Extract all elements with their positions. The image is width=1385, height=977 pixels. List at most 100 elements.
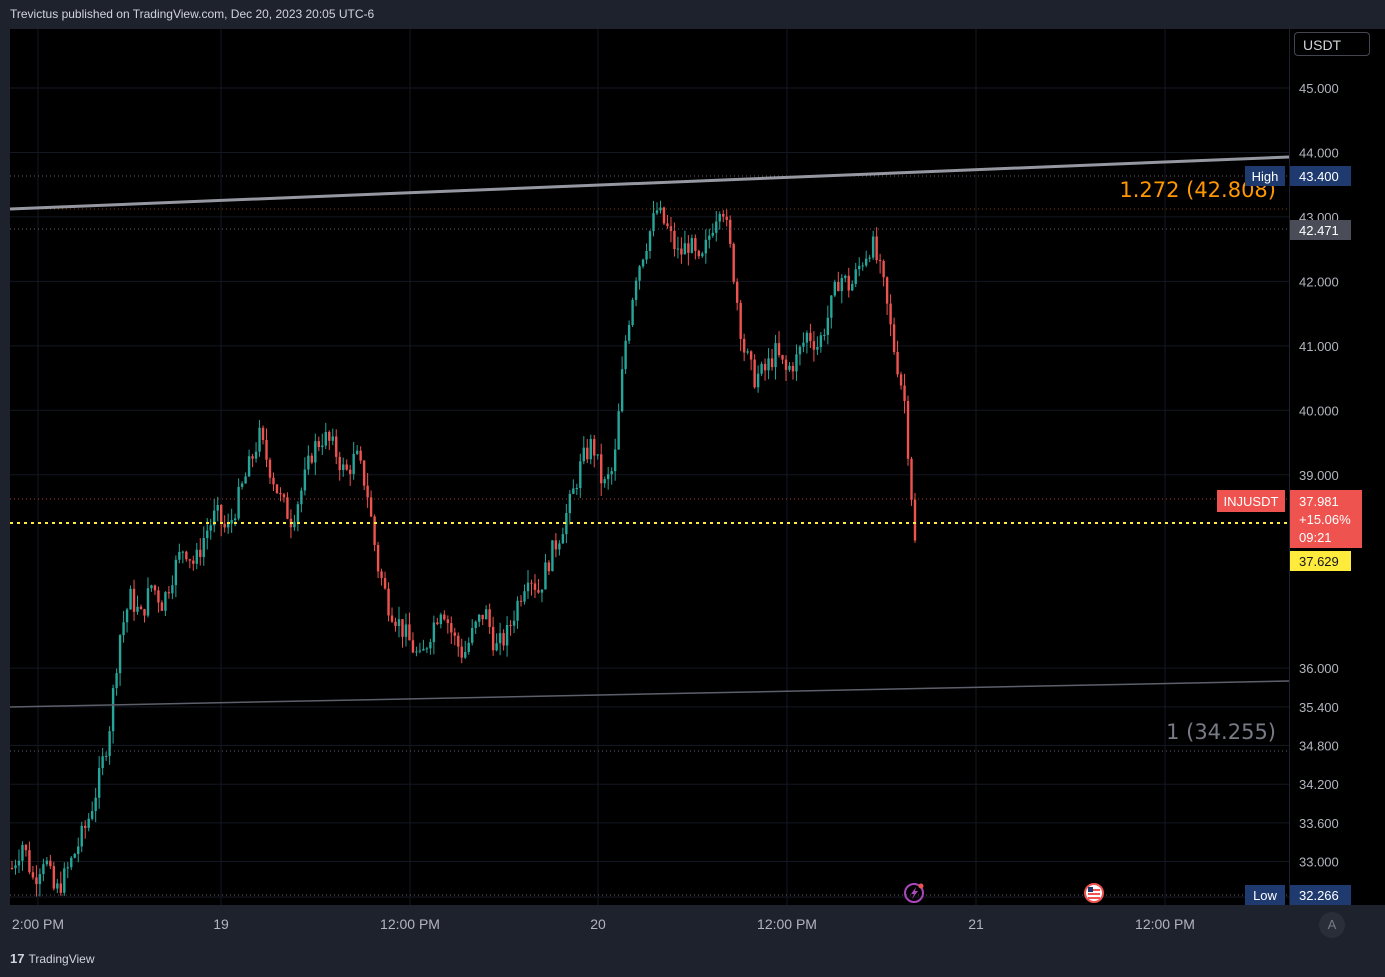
candle-body <box>432 622 436 643</box>
candle-body <box>31 872 35 878</box>
candle-body <box>453 632 456 636</box>
candle-body <box>659 207 662 211</box>
candle-body <box>627 325 631 341</box>
candle-body <box>14 865 17 869</box>
price-tick: 39.000 <box>1299 468 1339 483</box>
candle-body <box>307 455 310 470</box>
candle-body <box>272 477 275 485</box>
candle-body <box>240 483 244 487</box>
candle-body <box>861 265 864 267</box>
candle-body <box>275 484 279 494</box>
candle-body <box>777 343 781 356</box>
last-price-badge <box>1290 490 1362 548</box>
candle-body <box>111 688 115 732</box>
candle-body <box>864 258 868 266</box>
high-label-badge <box>1245 166 1285 186</box>
candle-body <box>115 673 118 689</box>
candle-body <box>565 513 568 535</box>
tradingview-logo[interactable]: 17 TradingView <box>10 951 95 966</box>
candle-body <box>882 260 885 278</box>
lower-trendline[interactable] <box>9 680 1290 708</box>
candle-body <box>199 549 202 558</box>
candle-body <box>251 456 254 459</box>
candle-body <box>230 520 233 524</box>
candle-body <box>704 239 708 254</box>
candle-body <box>613 449 617 472</box>
candle-body <box>749 351 753 360</box>
candle-body <box>429 642 432 649</box>
candle-body <box>35 877 38 885</box>
candle-body <box>495 643 498 651</box>
candle-body <box>568 493 572 514</box>
candle-body <box>331 436 334 441</box>
candle-body <box>725 216 728 220</box>
candle-body <box>491 626 495 651</box>
high-value: 43.400 <box>1299 169 1339 184</box>
candle-body <box>505 625 509 646</box>
candle-body <box>610 471 613 475</box>
candle-body <box>819 335 823 347</box>
candle-body <box>129 588 132 610</box>
currency-button[interactable]: USDT <box>1294 32 1370 56</box>
candle-body <box>533 583 537 590</box>
candle-body <box>498 633 502 644</box>
candle-body <box>526 582 530 592</box>
candle-body <box>823 334 826 336</box>
candle-body <box>247 456 251 477</box>
candle-body <box>209 525 212 531</box>
candle-body <box>17 860 21 866</box>
candle-body <box>586 447 589 460</box>
candle-body <box>181 551 185 553</box>
candle-body <box>84 825 87 828</box>
candle-body <box>666 223 669 227</box>
candle-body <box>885 277 889 304</box>
candle-body <box>394 621 397 627</box>
candle-body <box>226 523 230 528</box>
candle-body <box>21 844 24 861</box>
candle-body <box>718 214 721 222</box>
candle-body <box>125 609 129 623</box>
candle-body <box>910 458 913 500</box>
candle-body <box>906 400 910 459</box>
candle-body <box>258 427 261 452</box>
candle-body <box>690 238 694 253</box>
candle-body <box>620 369 624 412</box>
candle-body <box>101 756 104 769</box>
candle-body <box>683 243 687 255</box>
candle-body <box>903 385 906 401</box>
candle-body <box>645 250 648 260</box>
upper-trendline[interactable] <box>9 155 1290 211</box>
candle-body <box>784 359 788 370</box>
time-tick: 19 <box>213 916 229 932</box>
candle-body <box>589 438 592 460</box>
candle-body <box>896 352 899 375</box>
candle-body <box>551 540 554 572</box>
candle-body <box>694 238 697 251</box>
candle-body <box>219 505 223 524</box>
candle-body <box>213 510 216 526</box>
candle-body <box>617 411 620 450</box>
candle-body <box>791 365 795 372</box>
auto-scale-button[interactable]: A <box>1319 912 1345 938</box>
candle-body <box>805 332 809 343</box>
candle-body <box>840 278 843 292</box>
candle-body <box>380 571 383 579</box>
candle-body <box>774 343 777 368</box>
candle-body <box>359 450 362 461</box>
candle-body <box>108 731 111 756</box>
candle-body <box>756 373 760 388</box>
candle-body <box>321 445 324 448</box>
high-value-badge <box>1290 166 1351 186</box>
candle-body <box>254 451 258 459</box>
us-flag-event-icon[interactable] <box>1084 883 1104 903</box>
candle-body <box>760 363 763 374</box>
candle-body <box>73 853 76 858</box>
candle-body <box>279 493 282 495</box>
candle-body <box>572 488 575 494</box>
candle-body <box>889 303 892 325</box>
lightning-event-icon[interactable] <box>904 883 924 903</box>
candle-body <box>80 825 83 847</box>
candle-body <box>701 253 704 257</box>
header-bar: Trevictus published on TradingView.com, … <box>0 0 1385 28</box>
